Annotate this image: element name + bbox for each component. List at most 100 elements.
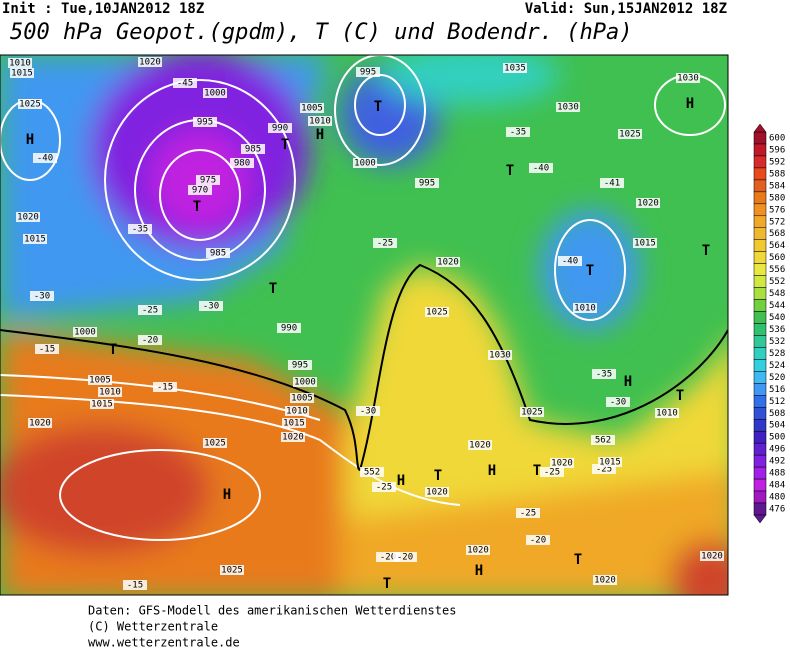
- label-box: [356, 67, 380, 77]
- pressure-center: T: [702, 243, 710, 259]
- label-box: [203, 88, 227, 98]
- label-box: [173, 78, 197, 88]
- contour-label: 980: [234, 159, 250, 169]
- contour-label: 1000: [354, 159, 376, 169]
- contour-label: -30: [610, 398, 626, 408]
- contour-label: -30: [203, 302, 219, 312]
- label-box: [376, 552, 400, 562]
- legend-swatch: [753, 359, 767, 372]
- label-box: [600, 178, 624, 188]
- label-box: [230, 158, 254, 168]
- legend-label: 544: [769, 301, 785, 311]
- legend-label: 572: [769, 217, 785, 227]
- contour-label: 1025: [19, 100, 41, 110]
- contour-label: 1020: [551, 459, 573, 469]
- label-box: [123, 580, 147, 590]
- legend-swatch: [753, 466, 767, 480]
- contour-label: 1020: [701, 552, 723, 562]
- legend-label: 556: [769, 265, 785, 275]
- contour-label: 1020: [469, 441, 491, 451]
- contour-label: 995: [360, 68, 376, 78]
- label-box: [506, 127, 530, 137]
- legend-swatch: [753, 203, 767, 217]
- legend-swatch: [753, 227, 767, 240]
- label-box: [308, 116, 332, 126]
- label-box: [393, 552, 417, 562]
- pressure-center: T: [269, 281, 277, 297]
- legend-swatch: [753, 179, 767, 193]
- legend-swatch: [753, 383, 767, 396]
- label-box: [558, 256, 582, 266]
- legend-label: 548: [769, 289, 785, 299]
- label-box: [520, 407, 544, 417]
- contour-label: -15: [127, 581, 143, 591]
- contour-label: 1005: [291, 394, 313, 404]
- legend-swatch: [753, 167, 767, 181]
- label-box: [540, 467, 564, 477]
- pressure-center: T: [574, 552, 582, 568]
- legend-swatch: [753, 131, 767, 145]
- label-box: [188, 185, 212, 195]
- map-title: 500 hPa Geopot.(gpdm), T (C) und Bodendr…: [10, 20, 633, 45]
- map: 1010101510201025H-401000995-45975970T980…: [0, 55, 728, 595]
- legend-swatch: [753, 311, 767, 324]
- label-box: [138, 57, 162, 67]
- contour-label: -41: [604, 179, 620, 189]
- contour-label: 1015: [634, 239, 656, 249]
- legend-label: 536: [769, 325, 785, 335]
- contour-label: 1015: [11, 69, 33, 79]
- legend-swatch: [753, 418, 767, 432]
- pressure-center: H: [686, 96, 694, 112]
- contour-label: -40: [37, 154, 53, 164]
- legend-swatch: [753, 371, 767, 384]
- legend-label: 488: [769, 469, 785, 479]
- pressure-center: H: [488, 463, 496, 479]
- label-box: [373, 238, 397, 248]
- legend-arrow-top: [753, 123, 767, 133]
- label-box: [196, 175, 220, 185]
- contour-label: 1020: [17, 213, 39, 223]
- label-box: [199, 301, 223, 311]
- legend-label: 600: [769, 134, 785, 144]
- pressure-center: T: [383, 576, 391, 592]
- legend-label: 492: [769, 457, 785, 467]
- label-box: [18, 99, 42, 109]
- contour-label: 1030: [677, 74, 699, 84]
- legend-swatch: [753, 335, 767, 348]
- contour-label: 985: [245, 145, 261, 155]
- legend-label: 528: [769, 349, 785, 359]
- legend-label: 484: [769, 481, 785, 491]
- legend-label: 592: [769, 157, 785, 167]
- label-box: [550, 458, 574, 468]
- legend-label: 596: [769, 145, 785, 155]
- legend-swatch: [753, 251, 767, 264]
- label-box: [556, 102, 580, 112]
- label-box: [598, 457, 622, 467]
- contour-label: 1010: [309, 117, 331, 127]
- contour-label: -40: [562, 257, 578, 267]
- contour-label: 990: [272, 124, 288, 134]
- legend-swatch: [753, 155, 767, 169]
- label-box: [618, 129, 642, 139]
- contour-label: 1010: [9, 59, 31, 69]
- label-box: [241, 144, 265, 154]
- contour-label: 1015: [24, 235, 46, 245]
- label-box: [268, 123, 292, 133]
- legend-label: 480: [769, 493, 785, 503]
- legend-label: 576: [769, 205, 785, 215]
- label-box: [606, 397, 630, 407]
- legend-swatch: [753, 502, 767, 516]
- label-box: [529, 163, 553, 173]
- label-box: [300, 103, 324, 113]
- legend-label: 512: [769, 397, 785, 407]
- label-box: [30, 291, 54, 301]
- contour-label: 1025: [619, 130, 641, 140]
- legend-swatch: [753, 191, 767, 205]
- contour-label: 1020: [467, 546, 489, 556]
- contour-label: 1020: [637, 199, 659, 209]
- legend-label: 500: [769, 433, 785, 443]
- map-frame: [0, 54, 729, 596]
- label-box: [285, 406, 309, 416]
- pressure-center: H: [475, 563, 483, 579]
- contour-label: 1030: [557, 103, 579, 113]
